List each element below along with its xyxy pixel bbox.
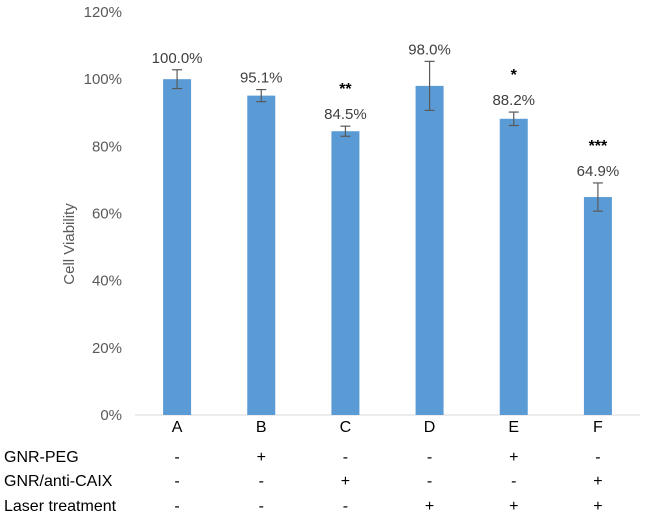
treatment-mark: - [259,498,264,515]
x-tick-label: C [340,419,352,436]
significance-marker: *** [589,138,608,155]
category-labels: A B C D E F [172,419,603,436]
bar [163,79,192,416]
bar [331,131,360,416]
y-tick-label: 120% [84,4,122,21]
y-tick-label: 60% [92,206,122,223]
treatment-row-label: Laser treatment [4,498,117,515]
treatment-mark: - [343,449,348,466]
x-tick-label: D [424,419,436,436]
y-tick-label: 20% [92,340,122,357]
treatment-mark: + [257,449,266,466]
treatment-mark: + [593,498,602,515]
data-label: 95.1% [240,70,283,87]
treatment-row-label: GNR-PEG [4,449,79,466]
bar [247,95,276,415]
significance-markers: ****** [339,67,608,155]
bars [163,79,612,416]
treatment-mark: - [595,449,600,466]
y-tick-labels: 0% 20% 40% 60% 80% 100% 120% [84,4,122,424]
treatment-mark: - [511,473,516,490]
treatment-mark: - [174,498,179,515]
x-tick-label: B [256,419,267,436]
y-tick-label: 0% [100,407,122,424]
y-tick-label: 100% [84,71,122,88]
treatment-mark: - [259,473,264,490]
y-tick-label: 80% [92,138,122,155]
data-label: 88.2% [492,92,535,109]
x-tick-label: F [593,419,603,436]
treatment-mark: + [341,473,350,490]
data-label: 100.0% [152,50,203,67]
treatment-mark: - [343,498,348,515]
treatment-mark: + [593,473,602,490]
error-bars [172,60,603,212]
treatment-row-label: GNR/anti-CAIX [4,473,113,490]
bar [415,85,444,415]
treatment-mark: - [427,473,432,490]
treatment-mark: - [427,449,432,466]
treatment-mark: + [509,449,518,466]
y-axis-label: Cell Viability [61,203,78,285]
treatment-mark: + [425,498,434,515]
data-labels: 100.0% 95.1% 84.5% 98.0% 88.2% 64.9% [152,41,620,180]
y-tick-label: 40% [92,273,122,290]
treatment-mark: + [509,498,518,515]
bar [583,197,612,415]
treatment-mark: - [174,449,179,466]
treatment-table: GNR-PEG - + - - + - GNR/anti-CAIX - - + - - + Laser tr… [4,449,603,515]
bar [499,118,528,416]
x-tick-label: A [172,419,183,436]
data-label: 84.5% [324,106,367,123]
significance-marker: * [511,67,518,84]
data-label: 98.0% [408,41,451,58]
data-label: 64.9% [577,163,620,180]
x-tick-label: E [508,419,519,436]
significance-marker: ** [339,81,352,98]
treatment-mark: - [174,473,179,490]
